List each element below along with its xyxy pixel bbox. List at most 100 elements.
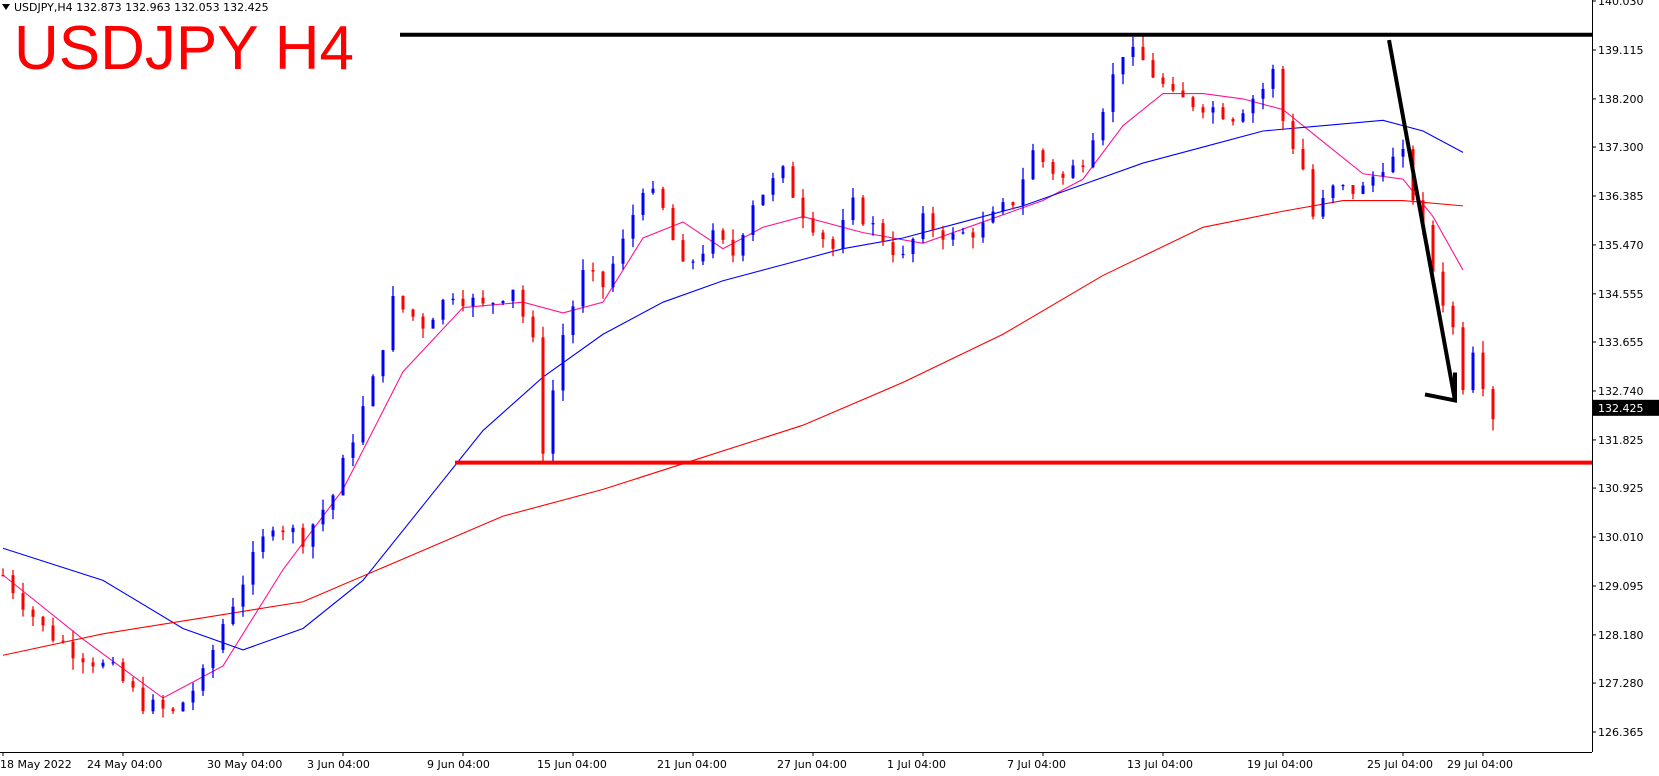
candle-body xyxy=(441,299,445,320)
candle-body xyxy=(1271,68,1275,89)
candle-body xyxy=(551,390,555,454)
candle-body xyxy=(1061,173,1065,178)
candle-body xyxy=(31,609,35,617)
x-tick-label: 1 Jul 04:00 xyxy=(887,758,946,771)
candle-body xyxy=(331,495,335,510)
candle-body xyxy=(51,625,55,641)
x-tick-label: 3 Jun 04:00 xyxy=(307,758,370,771)
candle-body xyxy=(911,239,915,254)
x-tick-label: 30 May 04:00 xyxy=(207,758,282,771)
candle-body xyxy=(1261,88,1265,99)
candle-body xyxy=(361,406,365,443)
candle-body xyxy=(571,306,575,336)
candle-body xyxy=(931,213,935,231)
candle-body xyxy=(721,230,725,240)
candle-body xyxy=(41,616,45,626)
candle-body xyxy=(1471,352,1475,391)
current-price-box xyxy=(1593,399,1659,416)
candle-body xyxy=(231,606,235,625)
candle-body xyxy=(371,376,375,407)
candle-body xyxy=(981,222,985,238)
candle-body xyxy=(851,197,855,221)
symbol-timeframe: USDJPY,H4 xyxy=(14,1,73,14)
candle-body xyxy=(1131,46,1135,57)
downtrend-arrow-line xyxy=(1387,39,1457,401)
candle-body xyxy=(1361,185,1365,194)
candle-body xyxy=(1441,271,1445,306)
y-tick-label: 137.300 xyxy=(1598,141,1644,154)
candle-body xyxy=(1211,107,1215,113)
candle-body xyxy=(1091,140,1095,168)
candle-body xyxy=(671,207,675,241)
candle-body xyxy=(601,271,605,288)
candle-body xyxy=(311,524,315,547)
candle-body xyxy=(1161,77,1165,84)
candle-body xyxy=(341,457,345,496)
x-tick-label: 25 Jul 04:00 xyxy=(1367,758,1433,771)
ohlc-close: 132.425 xyxy=(223,1,269,14)
dropdown-triangle-icon[interactable] xyxy=(2,4,10,10)
annotations[interactable] xyxy=(400,32,1592,465)
candle-body xyxy=(291,527,295,533)
candle-body xyxy=(1011,202,1015,206)
candle-body xyxy=(1421,200,1425,226)
candle-body xyxy=(1241,113,1245,122)
candle-body xyxy=(491,303,495,305)
candle-body xyxy=(1491,389,1495,420)
x-tick-label: 15 Jun 04:00 xyxy=(537,758,607,771)
candle-body xyxy=(801,197,805,219)
candle-body xyxy=(1051,162,1055,174)
candle-body xyxy=(1321,197,1325,217)
candle-body xyxy=(1231,119,1235,122)
candle-body xyxy=(701,253,705,262)
y-tick-label: 134.555 xyxy=(1598,288,1644,301)
candle-body xyxy=(871,223,875,225)
candle-body xyxy=(1431,225,1435,272)
candle-body xyxy=(1451,305,1455,328)
candle-body xyxy=(61,640,65,642)
y-tick-label: 136.385 xyxy=(1598,190,1644,203)
y-tick-label: 135.470 xyxy=(1598,239,1644,252)
candle-body xyxy=(1151,60,1155,78)
symbol-info-line: USDJPY,H4 132.873 132.963 132.053 132.42… xyxy=(2,1,269,14)
candle-body xyxy=(111,662,115,664)
candle-body xyxy=(641,192,645,215)
candle-body xyxy=(251,551,255,585)
candle-body xyxy=(1171,83,1175,91)
candle-body xyxy=(411,309,415,317)
y-tick-label: 133.655 xyxy=(1598,336,1644,349)
candle-body xyxy=(691,261,695,263)
candle-body xyxy=(1221,107,1225,120)
candle-body xyxy=(221,624,225,650)
candle-body xyxy=(431,319,435,329)
candle-body xyxy=(1001,202,1005,212)
candle-body xyxy=(881,223,885,243)
candle-body xyxy=(81,658,85,663)
candle-body xyxy=(1,574,5,577)
candle-body xyxy=(141,687,145,712)
x-tick-label: 18 May 2022 xyxy=(0,758,72,771)
candle-body xyxy=(1191,97,1195,108)
candle-body xyxy=(541,337,545,454)
chart-title: USDJPY H4 xyxy=(14,14,354,83)
ohlc-low: 132.053 xyxy=(174,1,220,14)
candle-body xyxy=(891,242,895,256)
x-tick-label: 9 Jun 04:00 xyxy=(427,758,490,771)
candle-body xyxy=(991,211,995,223)
candle-body xyxy=(711,230,715,254)
y-tick-label: 129.095 xyxy=(1598,580,1644,593)
x-tick-label: 24 May 04:00 xyxy=(87,758,162,771)
candle-body xyxy=(971,232,975,238)
candle-body xyxy=(761,194,765,206)
candle-body xyxy=(1371,176,1375,186)
candle-body xyxy=(1201,107,1205,113)
candle-body xyxy=(611,263,615,288)
candle-body xyxy=(1291,120,1295,149)
ohlc-open: 132.873 xyxy=(76,1,122,14)
candle-body xyxy=(101,662,105,667)
candle-body xyxy=(1141,46,1145,61)
candle-body xyxy=(1391,156,1395,173)
x-tick-label: 7 Jul 04:00 xyxy=(1007,758,1066,771)
